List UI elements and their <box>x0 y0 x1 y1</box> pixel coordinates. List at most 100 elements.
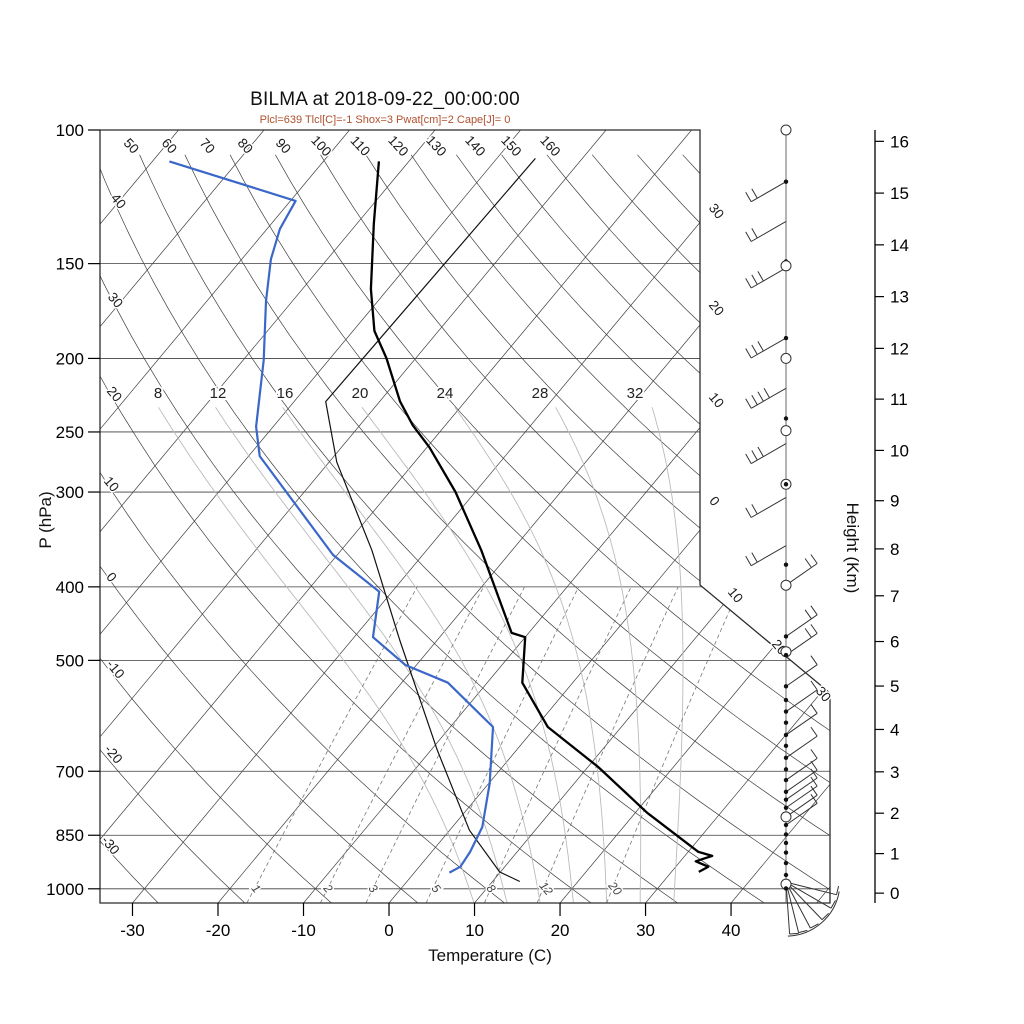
wind-level-dot <box>783 697 789 703</box>
mixing-ratio-label: 2 <box>320 881 336 896</box>
wind-level-dot <box>783 840 789 846</box>
plot-border <box>99 129 831 904</box>
chart-diagnostics-line: Plcl=639 Tlcl[C]=-1 Shox=3 Pwat[cm]=2 Ca… <box>259 114 511 126</box>
wind-barb <box>745 443 787 465</box>
dry-adiabat-label: 30 <box>105 290 126 311</box>
dry-adiabat-line <box>456 154 830 903</box>
height-tick-label: 5 <box>890 677 899 696</box>
wind-level-dot <box>783 872 789 878</box>
moist-adiabat-label: 28 <box>532 385 549 402</box>
wind-level-dot <box>783 777 789 783</box>
moist-adiabat-line <box>158 407 475 903</box>
pressure-tick-label: 850 <box>56 826 84 845</box>
dry-adiabat-line <box>100 154 765 903</box>
moist-adiabat-line <box>555 407 642 903</box>
moist-adiabat-label: 16 <box>277 385 294 402</box>
dry-adiabat-line <box>365 154 830 903</box>
wind-level-dot <box>783 416 789 421</box>
dry-adiabat-line <box>100 154 592 903</box>
wind-level-dot <box>783 179 789 184</box>
pressure-tick-label: 400 <box>56 578 84 597</box>
height-tick-label: 6 <box>890 633 899 652</box>
wind-level-dot <box>783 562 789 567</box>
wind-barb <box>745 337 787 359</box>
wind-barb <box>785 680 818 712</box>
mixing-ratio-label: 20 <box>605 878 625 898</box>
mixing-ratio-line <box>246 586 418 903</box>
wind-barb <box>785 760 818 793</box>
dry-adiabat-line <box>637 154 830 903</box>
wind-barb <box>785 768 818 801</box>
pressure-tick-label: 300 <box>56 483 84 502</box>
isotherm-label: 30 <box>813 684 834 705</box>
moist-adiabat-line <box>454 407 608 903</box>
mixing-ratio-line <box>365 586 525 903</box>
moist-adiabat-line <box>651 407 684 903</box>
wind-barb-column <box>745 124 840 937</box>
moist-adiabat-line <box>215 407 508 903</box>
dry-adiabat-label: 120 <box>385 133 411 160</box>
moist-adiabat-label: 12 <box>210 385 227 402</box>
dry-adiabat-label: 70 <box>197 135 218 156</box>
wind-level-dot <box>783 684 789 689</box>
wind-level-dot <box>783 767 789 772</box>
isotherm-line <box>730 130 830 903</box>
moist-adiabat-label: 24 <box>437 385 454 402</box>
wind-level-dot <box>783 805 789 810</box>
wind-level-circle <box>780 124 792 136</box>
dry-adiabat-label: 80 <box>235 135 256 156</box>
wind-barb <box>785 605 818 637</box>
dry-adiabat-line <box>410 154 830 903</box>
isotherm-line <box>388 130 830 903</box>
dry-adiabat-label: 140 <box>462 133 488 160</box>
dry-adiabat-line <box>139 154 830 903</box>
chart-title: BILMA at 2018-09-22_00:00:00 <box>250 89 520 110</box>
temperature-tick-label: 10 <box>465 921 484 940</box>
dry-adiabat-line <box>320 154 830 903</box>
dry-adiabat-line <box>100 154 678 903</box>
wind-level-dot <box>783 709 789 714</box>
wind-level-dot <box>783 789 789 794</box>
wind-level-circle <box>780 579 792 591</box>
wind-level-dot <box>783 822 789 828</box>
isotherm-line <box>303 130 830 903</box>
dry-adiabat-line <box>100 154 419 903</box>
moist-adiabat-label: 32 <box>627 385 644 402</box>
height-tick-label: 8 <box>890 540 899 559</box>
wind-level-dot <box>783 634 789 639</box>
dry-adiabat-label: 20 <box>104 384 125 405</box>
moist-adiabat-line <box>361 407 574 903</box>
parcel-curve <box>325 158 536 883</box>
isotherm-line <box>132 130 778 903</box>
temperature-tick-label: -30 <box>120 921 145 940</box>
isotherm-label: 10 <box>725 585 746 606</box>
wind-barb <box>785 785 818 818</box>
wind-barb <box>745 221 787 242</box>
mixing-ratio-line <box>484 586 632 903</box>
pressure-tick-label: 250 <box>56 423 84 442</box>
moist-adiabat-line <box>282 407 541 903</box>
dry-adiabat-line <box>100 154 246 903</box>
temperature-tick-label: 40 <box>722 921 741 940</box>
dry-adiabat-label: 10 <box>101 474 122 495</box>
dry-adiabat-label: -20 <box>101 742 125 767</box>
isotherm-line <box>100 130 521 903</box>
wind-level-dot <box>783 886 789 891</box>
wind-level-dot <box>783 850 789 855</box>
dry-adiabat-line <box>501 154 830 903</box>
pressure-tick-label: 150 <box>56 255 84 274</box>
wind-level-circle <box>780 352 792 364</box>
pressure-tick-label: 700 <box>56 762 84 781</box>
isotherm-line <box>100 130 179 903</box>
temperature-tick-label: -10 <box>291 921 316 940</box>
isotherm-line <box>100 130 350 903</box>
dry-adiabat-label: 160 <box>537 133 563 160</box>
wind-level-circle <box>780 260 792 272</box>
isotherm-line <box>0 130 8 903</box>
mixing-ratio-line <box>320 586 484 903</box>
wind-barb <box>785 794 818 826</box>
height-tick-label: 4 <box>890 720 899 739</box>
wind-level-dot <box>783 720 789 725</box>
